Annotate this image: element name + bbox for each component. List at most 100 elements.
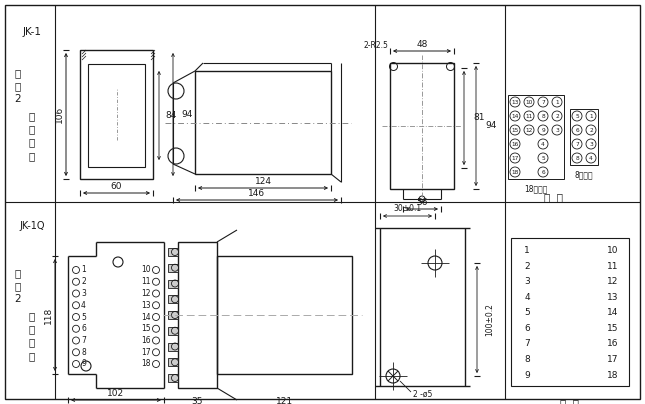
Text: 2: 2	[555, 114, 559, 118]
Text: 12: 12	[525, 128, 533, 133]
Text: 94: 94	[485, 122, 497, 130]
Text: 板
后
接
线: 板 后 接 线	[29, 111, 35, 161]
Text: 2: 2	[524, 261, 530, 271]
Text: 30±0.1: 30±0.1	[393, 204, 422, 213]
Text: 35: 35	[192, 397, 203, 404]
Bar	[168, 327, 178, 335]
Bar	[168, 280, 178, 288]
Text: 1: 1	[81, 265, 86, 274]
Bar	[508, 95, 564, 179]
Text: 17: 17	[141, 348, 151, 357]
Bar	[195, 71, 331, 174]
Text: 81: 81	[473, 114, 484, 122]
Text: 2: 2	[589, 128, 593, 133]
Bar	[168, 295, 178, 303]
Text: 5: 5	[541, 156, 545, 160]
Text: 13: 13	[141, 301, 151, 310]
Text: 18: 18	[141, 360, 151, 368]
Text: 118: 118	[44, 306, 53, 324]
Text: 14: 14	[141, 313, 151, 322]
Text: 附
图
2: 附 图 2	[15, 268, 21, 304]
Text: 7: 7	[575, 141, 579, 147]
Text: JK-1Q: JK-1Q	[19, 221, 45, 231]
Text: 1: 1	[555, 99, 559, 105]
Text: 7: 7	[541, 99, 545, 105]
Bar	[570, 109, 598, 165]
Text: 6: 6	[575, 128, 579, 133]
Text: 18: 18	[607, 370, 619, 380]
Text: 3: 3	[81, 289, 86, 298]
Text: 4: 4	[524, 293, 530, 302]
Text: 17: 17	[607, 355, 619, 364]
Text: 正  视: 正 视	[561, 398, 579, 404]
Text: 146: 146	[248, 189, 266, 198]
Text: 3: 3	[589, 141, 593, 147]
Text: 9: 9	[541, 128, 545, 133]
Text: 6: 6	[81, 324, 86, 333]
Text: 16: 16	[511, 141, 519, 147]
Text: 11: 11	[607, 261, 619, 271]
Text: 10: 10	[141, 265, 151, 274]
Text: 8: 8	[524, 355, 530, 364]
Text: 9: 9	[81, 360, 86, 368]
Text: 6: 6	[524, 324, 530, 333]
Bar	[80, 50, 153, 179]
Text: 8: 8	[81, 348, 86, 357]
Text: 12: 12	[141, 289, 151, 298]
Text: 11: 11	[141, 277, 151, 286]
Text: 8: 8	[541, 114, 545, 118]
Text: 8: 8	[575, 156, 579, 160]
Text: 7: 7	[81, 336, 86, 345]
Text: 124: 124	[255, 177, 272, 186]
Text: 14: 14	[608, 308, 619, 317]
Text: 3: 3	[524, 277, 530, 286]
Text: 3: 3	[555, 128, 559, 133]
Bar	[168, 374, 178, 382]
Text: 15: 15	[607, 324, 619, 333]
Bar	[168, 358, 178, 366]
Text: 121: 121	[276, 397, 293, 404]
Text: JK-1: JK-1	[23, 27, 41, 37]
Bar	[168, 311, 178, 319]
Text: 2 -ø5: 2 -ø5	[413, 389, 432, 398]
Bar	[88, 64, 145, 167]
Text: 1: 1	[524, 246, 530, 255]
Text: 56: 56	[416, 198, 428, 207]
Text: 6: 6	[541, 170, 545, 175]
Text: 16: 16	[141, 336, 151, 345]
Text: 106: 106	[55, 106, 64, 123]
Text: 4: 4	[541, 141, 545, 147]
Bar	[511, 238, 629, 386]
Text: 2: 2	[81, 277, 86, 286]
Text: 4: 4	[81, 301, 86, 310]
Text: 背  视: 背 视	[544, 192, 562, 202]
Bar	[217, 256, 352, 374]
Text: 12: 12	[608, 277, 619, 286]
Text: 100±0.2: 100±0.2	[485, 303, 494, 336]
Text: 5: 5	[575, 114, 579, 118]
Text: 94: 94	[181, 110, 192, 119]
Text: 10: 10	[607, 246, 619, 255]
Text: 7: 7	[524, 339, 530, 348]
Text: 8点端子: 8点端子	[575, 170, 593, 179]
Bar	[168, 264, 178, 272]
Text: 4: 4	[589, 156, 593, 160]
Text: 板
前
接
线: 板 前 接 线	[29, 311, 35, 361]
Text: 14: 14	[511, 114, 519, 118]
Text: 11: 11	[526, 114, 533, 118]
Text: 15: 15	[511, 128, 519, 133]
Text: 17: 17	[511, 156, 519, 160]
Bar	[390, 63, 454, 189]
Text: 16: 16	[607, 339, 619, 348]
Text: 5: 5	[524, 308, 530, 317]
Text: 60: 60	[111, 182, 123, 191]
Text: 18点端子: 18点端子	[524, 184, 548, 193]
Bar	[168, 248, 178, 256]
Text: 1: 1	[589, 114, 593, 118]
Text: 13: 13	[511, 99, 519, 105]
Text: 9: 9	[524, 370, 530, 380]
Text: 18: 18	[511, 170, 519, 175]
Text: 15: 15	[141, 324, 151, 333]
Text: 5: 5	[81, 313, 86, 322]
Text: 48: 48	[416, 40, 428, 49]
